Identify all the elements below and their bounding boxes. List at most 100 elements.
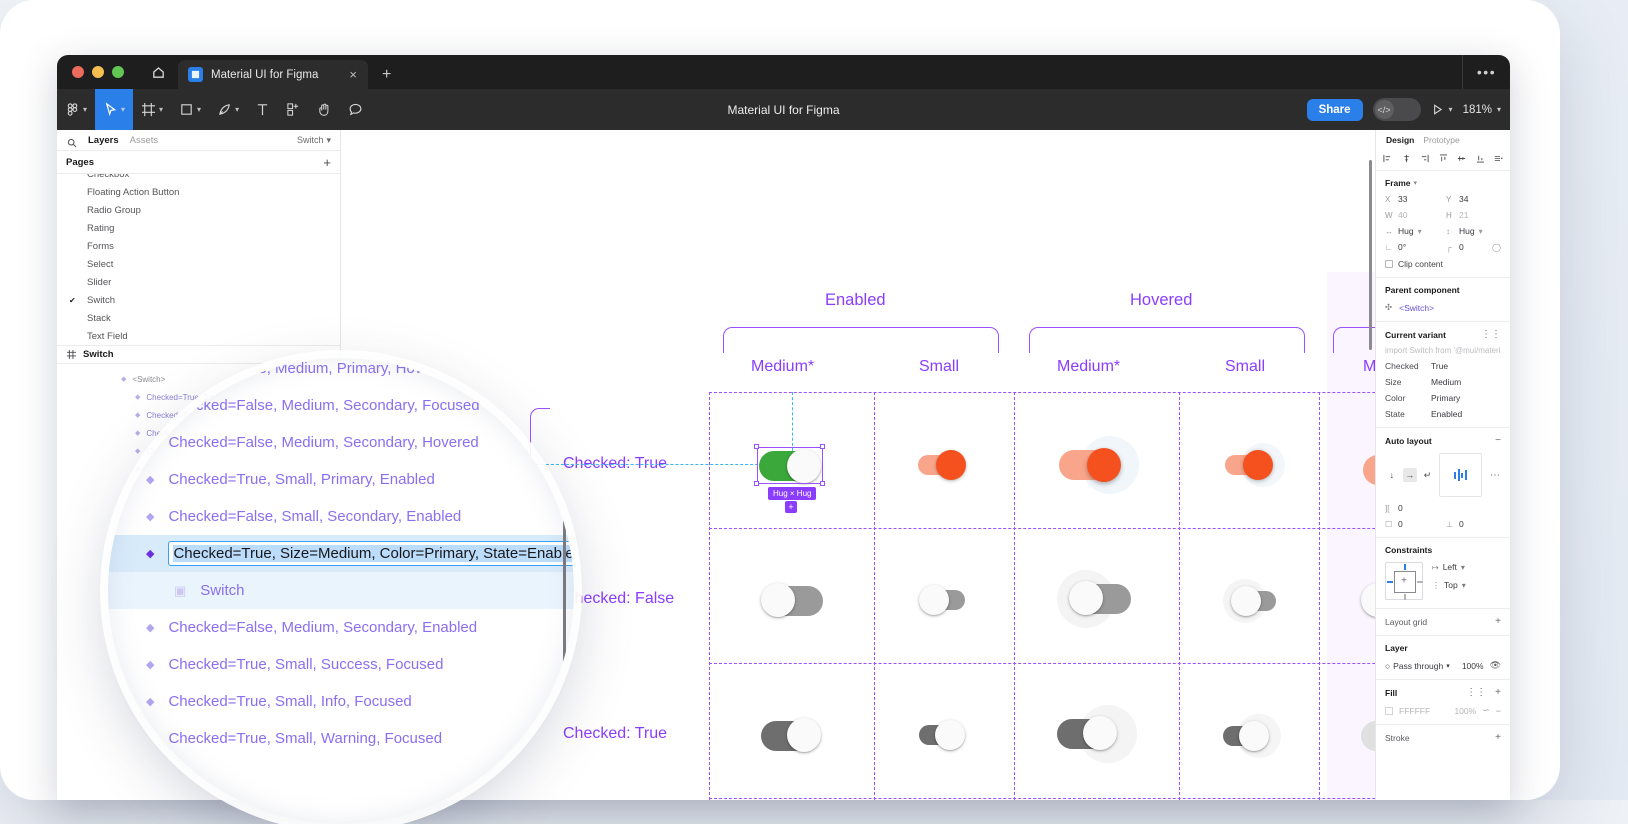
window-controls[interactable] [57, 55, 138, 89]
switch-checked-medium-primary-focused[interactable] [1363, 443, 1375, 487]
browser-tab[interactable]: Material UI for Figma × [178, 60, 368, 89]
fill-row[interactable]: FFFFFF 100% ∽ − [1385, 705, 1501, 716]
list-item-selected[interactable]: ◆ Checked=True, Size=Medium, Color=Prima… [108, 535, 574, 572]
height-field[interactable]: H 21 [1446, 210, 1501, 220]
comment-tool-button[interactable] [340, 89, 371, 130]
list-item[interactable]: ◆ Checked=True, Small, Warning, Focused [108, 720, 574, 757]
switch-checked-small-secondary[interactable] [919, 720, 971, 750]
fill-style-icon[interactable]: ⋮⋮ [1466, 687, 1487, 698]
chevron-down-icon[interactable]: ▾ [1478, 226, 1483, 236]
y-field[interactable]: Y 34 [1446, 194, 1501, 204]
layer-opacity-value[interactable]: 100% [1461, 660, 1484, 671]
move-tool-button[interactable]: ▾ [95, 89, 134, 130]
layer-rename-input[interactable]: Checked=True, Size=Medium, Color=Primary… [168, 541, 574, 566]
align-right-icon[interactable] [1420, 154, 1429, 165]
align-left-icon[interactable] [1383, 154, 1392, 165]
resize-handle[interactable] [820, 481, 825, 486]
variant-prop-row[interactable]: Color Primary [1385, 393, 1501, 403]
align-top-icon[interactable] [1439, 154, 1448, 165]
rotation-field[interactable]: ∟ 0° [1385, 242, 1440, 252]
add-variant-button[interactable]: + [785, 501, 797, 513]
magnified-scrollbar[interactable] [563, 518, 566, 698]
present-button[interactable]: ▾ [1431, 103, 1453, 116]
resize-handle[interactable] [754, 481, 759, 486]
add-fill-button[interactable]: + [1495, 687, 1501, 698]
list-item[interactable]: ◆ Checked=False, Medium, Secondary, Enab… [108, 609, 574, 646]
independent-corners-icon[interactable]: ◯ [1492, 242, 1501, 252]
visibility-icon[interactable]: 👁 [1489, 660, 1501, 670]
list-item[interactable]: Floating Action Button [57, 183, 340, 201]
switch-unchecked-small-secondary-hovered[interactable] [1223, 579, 1289, 623]
tab-design[interactable]: Design [1386, 134, 1415, 145]
list-item[interactable]: ◆ Checked=True, Medium, Primary, Hovered [108, 358, 574, 387]
tab-assets[interactable]: Assets [129, 134, 159, 146]
switch-unchecked-medium-secondary[interactable] [761, 580, 823, 620]
blend-mode-icon[interactable]: ∽ [1482, 705, 1490, 715]
list-item[interactable]: ◆ Checked=False, Medium, Secondary, Hove… [108, 424, 574, 461]
alignment-pad[interactable] [1438, 453, 1482, 497]
remove-fill-icon[interactable]: − [1495, 705, 1501, 716]
switch-checked-small-primary-hovered[interactable] [1225, 443, 1285, 487]
variant-prop-row[interactable]: Size Medium [1385, 377, 1501, 387]
horizontal-resizing-field[interactable]: ↔ Hug ▾ [1385, 226, 1440, 236]
align-vertical-center-icon[interactable] [1457, 154, 1466, 165]
vertical-padding-field[interactable]: ⊥ 0 [1446, 519, 1501, 529]
horizontal-constraint-field[interactable]: ↦ Left ▾ [1432, 562, 1501, 572]
chevron-down-icon[interactable]: ▾ [83, 105, 88, 114]
direction-vertical-icon[interactable]: ↓ [1389, 470, 1395, 480]
resize-handle[interactable] [754, 444, 759, 449]
constraints-widget[interactable]: + [1385, 562, 1423, 600]
dev-mode-toggle[interactable]: </> [1372, 98, 1421, 121]
layer-row[interactable]: ◆ <Switch> [57, 370, 340, 388]
add-layout-grid-button[interactable]: + [1495, 616, 1501, 627]
chevron-down-icon[interactable]: ▾ [1460, 562, 1465, 572]
list-item[interactable]: ▣ Switch [108, 572, 574, 609]
parent-component-row[interactable]: ✣ <Switch> [1385, 302, 1501, 313]
switch-checked-medium-primary-hovered[interactable] [1059, 436, 1139, 494]
resize-handle[interactable] [820, 444, 825, 449]
list-item[interactable]: ✔ Switch [57, 291, 340, 309]
zoom-level-selector[interactable]: 181% ▾ [1463, 104, 1501, 116]
chevron-down-icon[interactable]: ▾ [159, 105, 164, 114]
fill-opacity-value[interactable]: 100% [1454, 705, 1477, 716]
direction-wrap-icon[interactable]: ↵ [1423, 469, 1432, 480]
list-item[interactable]: Select [57, 255, 340, 273]
blend-mode-row[interactable]: ○ Pass through ▾ 100% 👁 [1385, 660, 1501, 671]
vertical-resizing-field[interactable]: ↕ Hug ▾ [1446, 226, 1501, 236]
switch-unchecked-medium-secondary-focused[interactable] [1361, 580, 1375, 620]
vertical-constraint-field[interactable]: ⋮ Top ▾ [1432, 580, 1501, 590]
chevron-down-icon[interactable]: ▾ [197, 105, 202, 114]
width-field[interactable]: W 40 [1385, 210, 1440, 220]
chevron-down-icon[interactable]: ▾ [1461, 580, 1466, 590]
list-item[interactable]: Rating [57, 219, 340, 237]
list-item[interactable]: ◆ Checked=True, Small, Info, Focused [108, 683, 574, 720]
list-item[interactable]: ◆ Checked=True, Small, Primary, Enabled [108, 461, 574, 498]
switch-checked-medium-secondary-hovered[interactable] [1057, 705, 1143, 763]
auto-layout-more-icon[interactable]: ⋯ [1490, 469, 1501, 481]
minimize-window-button[interactable] [92, 66, 104, 78]
switch-checked-small-primary[interactable] [918, 450, 968, 480]
remove-auto-layout-button[interactable]: − [1495, 435, 1501, 446]
chevron-down-icon[interactable]: ▾ [1417, 226, 1422, 236]
hand-tool-button[interactable] [309, 89, 340, 130]
switch-selected-checked-green[interactable] [759, 445, 824, 485]
variant-prop-row[interactable]: Checked True [1385, 361, 1501, 371]
corner-radius-field[interactable]: ┌ 0 ◯ [1446, 242, 1501, 252]
list-item[interactable]: ◆ Checked=True, Small, Success, Focused [108, 646, 574, 683]
chevron-down-icon[interactable]: ▾ [1413, 180, 1418, 187]
clip-content-checkbox[interactable]: Clip content [1385, 259, 1501, 269]
gap-field[interactable]: ][ 0 [1385, 503, 1440, 513]
list-item[interactable]: Stack [57, 309, 340, 327]
list-item[interactable]: Text Field [57, 327, 340, 345]
switch-unchecked-small-secondary[interactable] [919, 585, 969, 615]
chevron-down-icon[interactable]: ▾ [1446, 662, 1450, 670]
tab-prototype[interactable]: Prototype [1423, 134, 1460, 145]
window-menu-icon[interactable]: ••• [1462, 55, 1510, 89]
distribute-menu-icon[interactable] [1494, 154, 1503, 165]
list-item[interactable]: Radio Group [57, 201, 340, 219]
close-window-button[interactable] [72, 66, 84, 78]
tab-layers[interactable]: Layers [88, 134, 119, 146]
frame-tool-button[interactable]: ▾ [133, 89, 171, 130]
insert-component-button[interactable] [278, 89, 309, 130]
home-icon[interactable] [138, 55, 178, 89]
